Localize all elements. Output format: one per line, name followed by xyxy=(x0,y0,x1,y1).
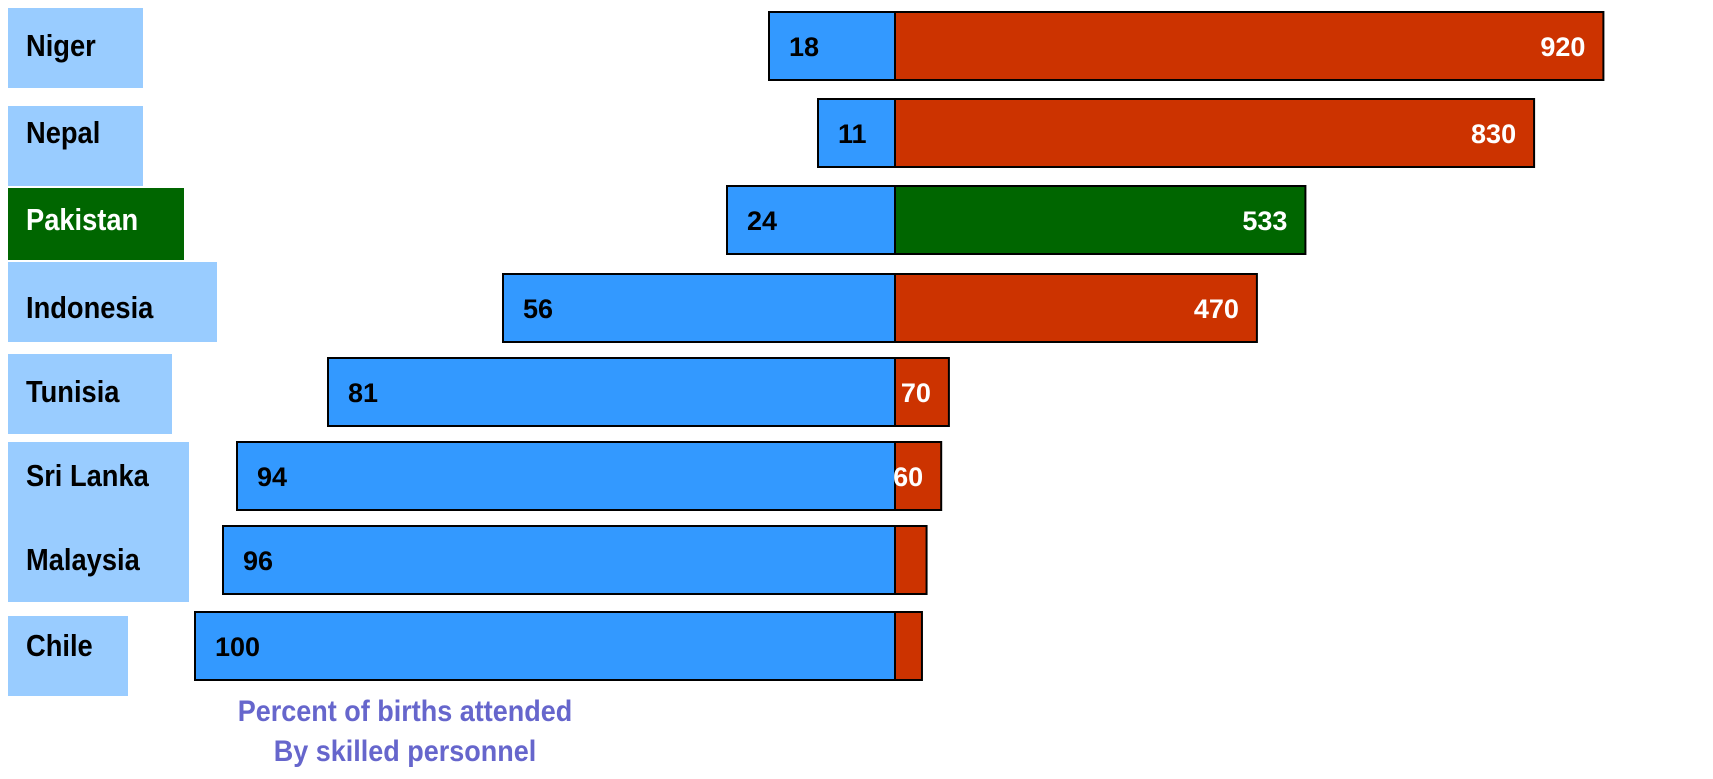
bar-left-indonesia xyxy=(502,273,896,343)
bar-right-nepal xyxy=(894,98,1536,168)
bar-right-chile xyxy=(894,611,923,681)
value-label-left-chile: 100 xyxy=(215,632,260,662)
category-label-pakistan: Pakistan xyxy=(8,188,184,260)
category-label-text: Malaysia xyxy=(26,542,140,577)
value-label-left-sri-lanka: 94 xyxy=(257,462,287,492)
category-label-text: Indonesia xyxy=(26,290,154,325)
category-label-sri-lanka: Sri Lanka xyxy=(8,442,189,528)
category-label-text: Pakistan xyxy=(26,202,139,237)
category-label-text: Sri Lanka xyxy=(26,458,149,493)
category-label-niger: Niger xyxy=(8,8,143,88)
bar-left-sri-lanka xyxy=(236,441,896,511)
value-label-left-nepal: 11 xyxy=(838,119,867,149)
category-label-text: Niger xyxy=(26,28,96,63)
value-label-left-malaysia: 96 xyxy=(243,546,273,576)
caption-line-2: By skilled personnel xyxy=(273,735,537,768)
caption-line-1: Percent of births attended xyxy=(237,695,573,728)
category-label-indonesia: Indonesia xyxy=(8,262,217,342)
category-label-text: Tunisia xyxy=(26,374,120,409)
category-label-tunisia: Tunisia xyxy=(8,354,172,434)
bar-right-tunisia xyxy=(894,357,950,427)
value-label-right-sri-lanka: 60 xyxy=(893,462,923,492)
value-label-right-pakistan: 533 xyxy=(1242,206,1287,236)
bar-right-sri-lanka xyxy=(894,441,943,511)
bar-right-pakistan xyxy=(894,185,1307,255)
value-label-left-indonesia: 56 xyxy=(523,294,553,324)
bar-left-malaysia xyxy=(222,525,896,595)
bar-left-chile xyxy=(194,611,896,681)
bar-left-tunisia xyxy=(327,357,896,427)
x-axis-caption: Percent of births attended By skilled pe… xyxy=(210,692,600,772)
bar-left-niger xyxy=(768,11,896,81)
bar-left-nepal xyxy=(817,98,896,168)
value-label-right-niger: 920 xyxy=(1540,32,1585,62)
bar-right-indonesia xyxy=(894,273,1258,343)
value-label-right-indonesia: 470 xyxy=(1194,294,1239,324)
category-label-text: Chile xyxy=(26,628,93,663)
category-label-malaysia: Malaysia xyxy=(8,522,189,602)
category-label-nepal: Nepal xyxy=(8,106,143,186)
value-label-right-nepal: 830 xyxy=(1471,119,1516,149)
bar-left-pakistan xyxy=(726,185,896,255)
value-label-right-tunisia: 70 xyxy=(901,378,931,408)
bar-right-niger xyxy=(894,11,1605,81)
category-label-text: Nepal xyxy=(26,115,101,150)
value-label-left-niger: 18 xyxy=(789,32,819,62)
value-label-left-tunisia: 81 xyxy=(348,378,378,408)
category-label-chile: Chile xyxy=(8,616,128,696)
bar-right-malaysia xyxy=(894,525,928,595)
value-label-left-pakistan: 24 xyxy=(747,206,777,236)
